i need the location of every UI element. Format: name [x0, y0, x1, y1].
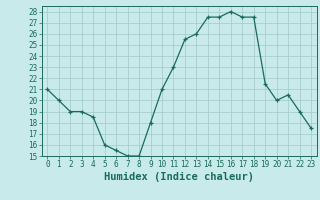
X-axis label: Humidex (Indice chaleur): Humidex (Indice chaleur) [104, 172, 254, 182]
